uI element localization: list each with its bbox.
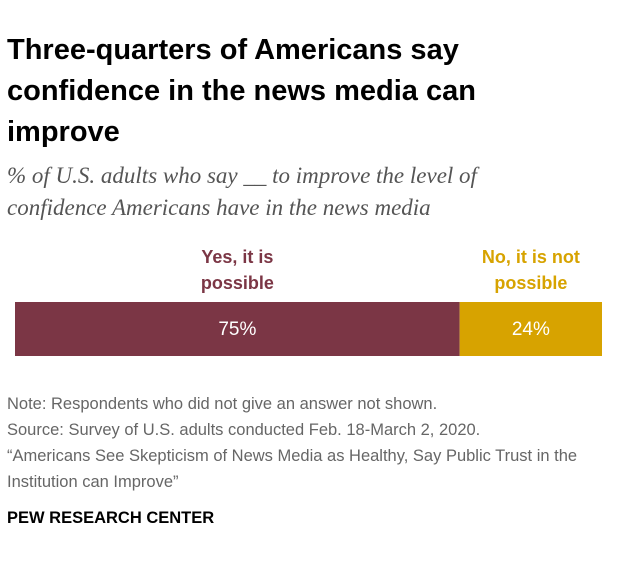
bar-segment xyxy=(15,302,460,356)
value-label: 24% xyxy=(512,319,550,340)
chart-title: Three-quarters of Americans say confiden… xyxy=(7,34,476,148)
legend-label: No, it is not possible xyxy=(481,247,580,293)
value-label: 75% xyxy=(218,319,256,340)
chart-subtitle: % of U.S. adults who say __ to improve t… xyxy=(7,163,477,220)
citation: “Americans See Skepticism of News Media … xyxy=(7,447,578,491)
bar-segment xyxy=(459,302,602,356)
footer: PEW RESEARCH CENTER xyxy=(7,509,215,527)
legend-label: Yes, it is possible xyxy=(200,247,274,293)
source: Source: Survey of U.S. adults conducted … xyxy=(7,421,481,439)
note: Note: Respondents who did not give an an… xyxy=(7,395,438,413)
